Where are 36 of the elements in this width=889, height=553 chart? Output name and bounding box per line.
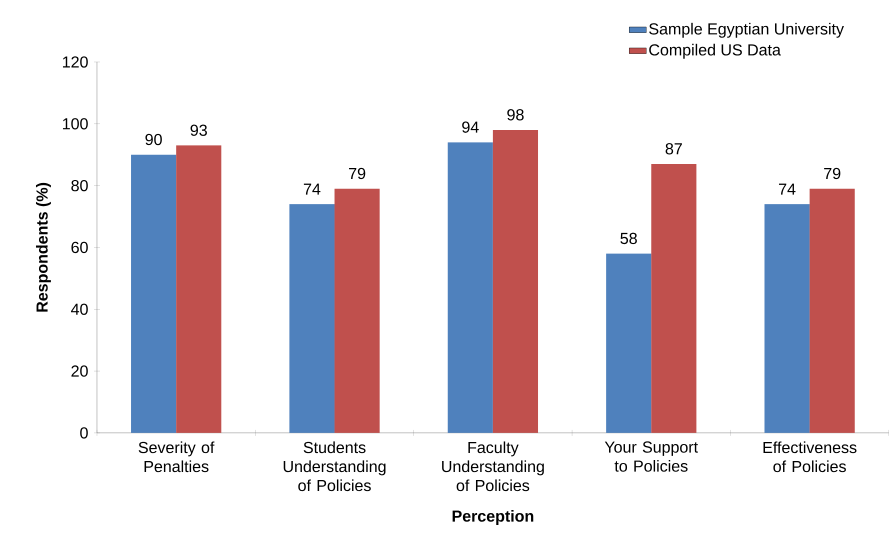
bar: [131, 154, 176, 433]
y-tick-label: 60: [71, 242, 88, 254]
bar: [448, 142, 493, 433]
data-label: 79: [349, 168, 366, 180]
y-tick-label: 100: [62, 118, 88, 130]
data-label: 74: [778, 184, 796, 195]
bar: [492, 130, 538, 433]
x-axis-title: Perception: [452, 510, 534, 526]
x-tick-label: Your Support to Policies: [604, 441, 698, 472]
bar: [334, 188, 380, 433]
data-label: 74: [304, 184, 320, 195]
bar: [289, 204, 335, 433]
y-tick-label: 0: [80, 427, 88, 439]
y-tick-label: 20: [71, 365, 88, 377]
data-label: 58: [620, 232, 637, 244]
data-label: 90: [145, 134, 162, 146]
x-tick-label: Effectiveness of Policies: [764, 441, 856, 472]
data-label: 79: [824, 168, 840, 180]
bar: [810, 188, 855, 433]
x-tick-label: Faculty Understanding of Policies: [442, 441, 544, 492]
data-label: 98: [507, 109, 524, 121]
y-tick-label: 80: [71, 180, 88, 192]
y-tick-label: 40: [71, 304, 88, 315]
x-tick-label: Students Understanding of Policies: [284, 441, 386, 492]
legend-label: Compiled US Data: [649, 44, 781, 59]
data-label: 94: [462, 122, 479, 133]
bar: [606, 254, 652, 433]
bar: [651, 164, 696, 433]
x-tick-label: Severity of Penalties: [138, 441, 214, 472]
y-axis-title: Respondents (%): [36, 182, 51, 312]
legend-label: Sample Egyptian University: [649, 22, 844, 38]
data-label: 87: [666, 143, 682, 155]
bar: [764, 204, 810, 433]
bar: [176, 146, 222, 433]
y-tick-label: 120: [62, 56, 88, 68]
data-label: 93: [190, 124, 207, 136]
